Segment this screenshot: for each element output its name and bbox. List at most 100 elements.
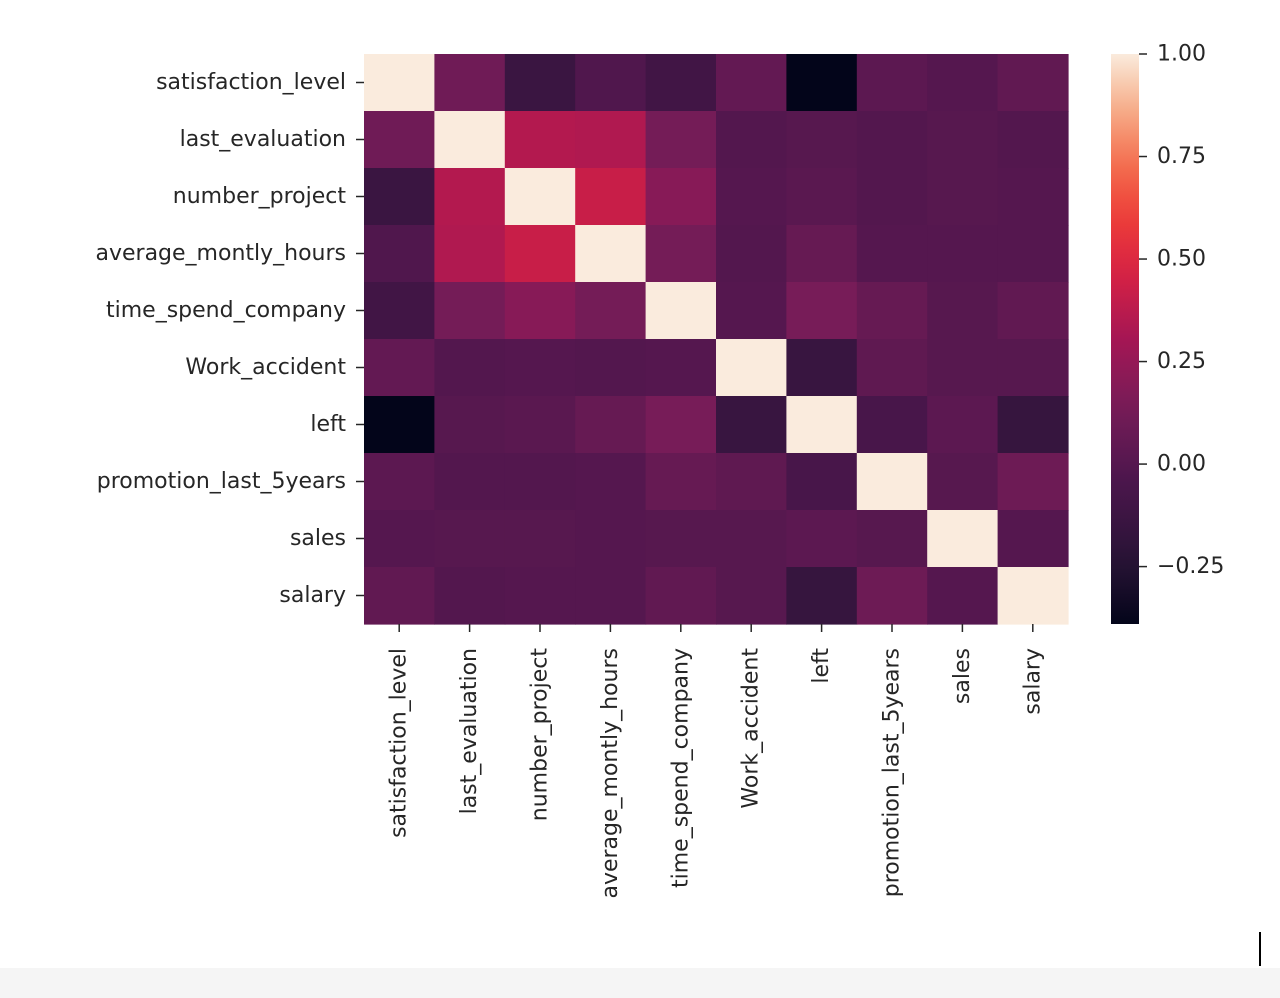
- heatmap-cell: [504, 339, 576, 397]
- bottom-strip: [0, 968, 1280, 998]
- heatmap-cell: [434, 510, 506, 568]
- y-tick-labels: satisfaction_level last_evaluation number_…: [95, 70, 364, 608]
- heatmap-cell: [856, 396, 928, 454]
- x-tick-label: promotion_last_5years: [880, 648, 905, 897]
- heatmap-cell: [364, 168, 435, 226]
- heatmap-cell: [997, 396, 1069, 454]
- heatmap-cell: [927, 510, 999, 568]
- x-tick-label: Work_accident: [739, 648, 764, 809]
- heatmap-cell: [645, 225, 717, 283]
- heatmap-cell: [645, 168, 717, 226]
- heatmap-cell: [645, 54, 717, 112]
- heatmap-cells: [364, 54, 1069, 625]
- heatmap-cell: [364, 396, 435, 454]
- heatmap-cell: [575, 510, 647, 568]
- text-cursor: [1259, 932, 1261, 966]
- colorbar-tick-label: 0.00: [1157, 452, 1206, 477]
- heatmap-cell: [927, 567, 999, 625]
- y-tick-label: promotion_last_5years: [97, 469, 346, 494]
- heatmap-cell: [716, 453, 787, 511]
- heatmap-cell: [504, 510, 576, 568]
- heatmap-cell: [856, 567, 928, 625]
- heatmap-cell: [504, 111, 576, 169]
- heatmap-cell: [504, 168, 576, 226]
- heatmap-cell: [786, 453, 858, 511]
- heatmap-cell: [575, 453, 647, 511]
- heatmap-cell: [856, 225, 928, 283]
- heatmap-cell: [786, 282, 858, 340]
- heatmap-cell: [786, 225, 858, 283]
- heatmap-cell: [856, 453, 928, 511]
- heatmap-cell: [364, 225, 435, 283]
- heatmap-cell: [716, 282, 787, 340]
- x-tick-label: sales: [950, 648, 975, 704]
- heatmap-cell: [716, 510, 787, 568]
- heatmap-cell: [434, 54, 506, 112]
- heatmap-cell: [434, 453, 506, 511]
- heatmap-cell: [504, 567, 576, 625]
- heatmap-cell: [434, 111, 506, 169]
- heatmap-cell: [434, 225, 506, 283]
- heatmap-cell: [856, 168, 928, 226]
- heatmap-cell: [786, 396, 858, 454]
- heatmap-cell: [786, 510, 858, 568]
- heatmap-cell: [575, 168, 647, 226]
- y-tick-label: average_montly_hours: [95, 241, 346, 266]
- heatmap-cell: [434, 282, 506, 340]
- heatmap-cell: [927, 453, 999, 511]
- heatmap-cell: [856, 282, 928, 340]
- y-tick-label: Work_accident: [185, 355, 346, 380]
- heatmap-cell: [645, 282, 717, 340]
- heatmap-cell: [645, 567, 717, 625]
- heatmap-cell: [364, 339, 435, 397]
- heatmap-cell: [575, 339, 647, 397]
- heatmap-cell: [786, 567, 858, 625]
- heatmap-cell: [997, 111, 1069, 169]
- colorbar-tick-label: 1.00: [1157, 42, 1206, 67]
- heatmap-cell: [927, 111, 999, 169]
- heatmap-cell: [927, 168, 999, 226]
- heatmap-cell: [504, 225, 576, 283]
- heatmap-cell: [997, 168, 1069, 226]
- colorbar-ticks: 1.00 0.75 0.50 0.25 0.00 −0.25: [1139, 42, 1224, 579]
- heatmap-cell: [786, 54, 858, 112]
- heatmap-cell: [997, 339, 1069, 397]
- heatmap-cell: [434, 567, 506, 625]
- y-tick-label: left: [310, 412, 346, 437]
- y-tick-label: number_project: [173, 184, 347, 209]
- y-tick-label: salary: [279, 583, 346, 608]
- heatmap-cell: [434, 339, 506, 397]
- heatmap-cell: [856, 54, 928, 112]
- heatmap-cell: [645, 339, 717, 397]
- x-tick-label: last_evaluation: [457, 648, 482, 814]
- heatmap-cell: [504, 396, 576, 454]
- heatmap-cell: [997, 567, 1069, 625]
- heatmap-cell: [645, 396, 717, 454]
- heatmap-cell: [645, 111, 717, 169]
- heatmap-cell: [575, 111, 647, 169]
- heatmap-cell: [716, 111, 787, 169]
- heatmap-cell: [434, 168, 506, 226]
- heatmap-cell: [364, 54, 435, 112]
- x-tick-label: left: [809, 648, 834, 684]
- heatmap-cell: [364, 510, 435, 568]
- heatmap-cell: [997, 510, 1069, 568]
- heatmap-cell: [997, 282, 1069, 340]
- heatmap-cell: [927, 339, 999, 397]
- x-tick-label: salary: [1020, 648, 1045, 715]
- x-tick-label: satisfaction_level: [387, 648, 412, 838]
- y-tick-label: sales: [290, 526, 346, 551]
- heatmap-cell: [927, 282, 999, 340]
- heatmap-cell: [856, 510, 928, 568]
- heatmap-cell: [927, 54, 999, 112]
- colorbar-tick-label: −0.25: [1157, 554, 1224, 579]
- heatmap-cell: [786, 168, 858, 226]
- colorbar-tick-label: 0.50: [1157, 247, 1206, 272]
- heatmap-cell: [856, 111, 928, 169]
- heatmap-cell: [716, 567, 787, 625]
- heatmap-cell: [645, 453, 717, 511]
- heatmap-cell: [716, 54, 787, 112]
- heatmap-cell: [997, 225, 1069, 283]
